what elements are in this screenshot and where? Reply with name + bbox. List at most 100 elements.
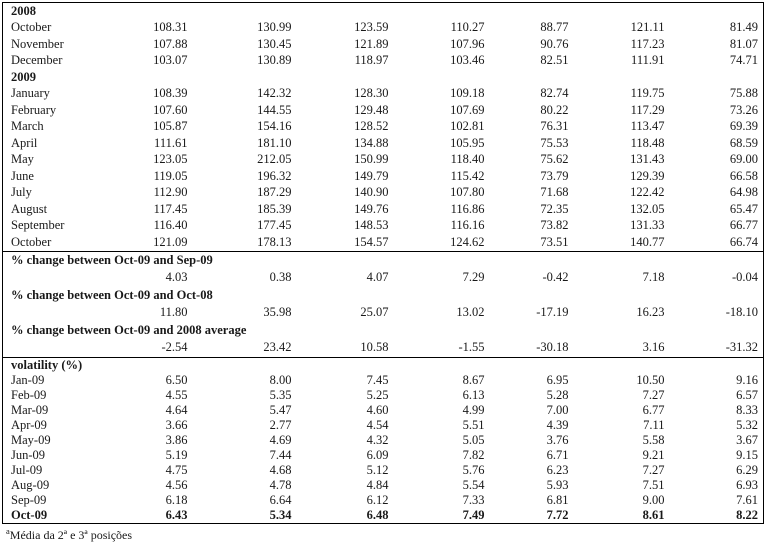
value-cell: 82.51 xyxy=(540,53,569,68)
volatility-data-row: Sep-09 6.18 6.64 6.12 7.33 6.81 9.00 7.61 xyxy=(3,493,764,508)
value-cell: 124.62 xyxy=(450,234,485,249)
row-label-cell: Aug-09 xyxy=(11,477,50,492)
row-label-cell: Jun-09 xyxy=(11,447,46,462)
value-cell: -31.32 xyxy=(725,340,758,355)
value-cell: 5.25 xyxy=(366,387,389,402)
value-cell: 117.23 xyxy=(630,36,665,51)
value-cell: 4.68 xyxy=(269,462,292,477)
value-cell: 8.61 xyxy=(642,507,665,522)
value-cell: 129.48 xyxy=(354,102,389,117)
value-cell: 150.99 xyxy=(354,152,389,167)
volatility-data-row: Apr-09 3.66 2.77 4.54 5.51 4.39 7.11 5.32 xyxy=(3,418,764,433)
value-cell: 16.23 xyxy=(636,305,665,320)
month-data-row: October 108.31 130.99 123.59 110.27 88.77 121.… xyxy=(3,20,764,37)
row-label-cell: % change between Oct-09 and 2008 average xyxy=(11,322,247,337)
value-cell: 154.16 xyxy=(257,119,292,134)
value-cell: 68.59 xyxy=(729,135,758,150)
month-data-row: August 117.45 185.39 149.76 116.86 72.35 132.0… xyxy=(3,201,764,218)
value-cell: 128.52 xyxy=(354,119,389,134)
value-cell: 88.77 xyxy=(540,20,569,35)
value-cell: 73.79 xyxy=(540,168,569,183)
row-label-cell: April xyxy=(11,135,38,150)
value-cell: 149.76 xyxy=(354,201,389,216)
value-cell: 7.00 xyxy=(546,402,569,417)
value-cell: 142.32 xyxy=(257,86,292,101)
month-data-row: May 123.05 212.05 150.99 118.40 75.62 131.43 69… xyxy=(3,152,764,169)
value-cell: 75.53 xyxy=(540,135,569,150)
value-cell: 66.77 xyxy=(729,218,758,233)
value-cell: 65.47 xyxy=(729,201,758,216)
volatility-data-row: Oct-09 6.43 5.34 6.48 7.49 7.72 8.61 8.22 xyxy=(3,508,764,524)
value-cell: 7.29 xyxy=(462,270,485,285)
value-cell: 7.44 xyxy=(269,447,292,462)
value-cell: 71.68 xyxy=(540,185,569,200)
value-cell: 113.47 xyxy=(630,119,665,134)
value-cell: 5.05 xyxy=(462,432,485,447)
value-cell: 7.27 xyxy=(642,387,665,402)
value-cell: 144.55 xyxy=(257,102,292,117)
value-cell: 134.88 xyxy=(354,135,389,150)
value-cell: 111.91 xyxy=(631,53,665,68)
value-cell: 7.45 xyxy=(366,372,389,387)
value-cell: 6.48 xyxy=(366,507,389,522)
value-cell: 117.45 xyxy=(153,201,188,216)
row-label-cell: August xyxy=(11,201,48,216)
volatility-data-row: Jul-09 4.75 4.68 5.12 5.76 6.23 7.27 6.29 xyxy=(3,463,764,478)
value-cell: 119.05 xyxy=(153,168,188,183)
row-label-cell: Feb-09 xyxy=(11,387,47,402)
value-cell: 4.32 xyxy=(366,432,389,447)
value-cell: 115.42 xyxy=(450,168,485,183)
value-cell: 25.07 xyxy=(360,305,389,320)
value-cell: -0.42 xyxy=(542,270,569,285)
value-cell: 116.16 xyxy=(450,218,485,233)
value-cell: 9.00 xyxy=(642,492,665,507)
value-cell: 9.21 xyxy=(642,447,665,462)
value-cell: 107.80 xyxy=(450,185,485,200)
value-cell: 105.95 xyxy=(450,135,485,150)
year-header-row: 2008 xyxy=(3,3,764,20)
value-cell: 7.72 xyxy=(546,507,569,522)
row-label-cell: 2009 xyxy=(11,69,36,84)
row-label-cell: Mar-09 xyxy=(11,402,49,417)
value-cell: 74.71 xyxy=(729,53,758,68)
value-cell: 5.12 xyxy=(366,462,389,477)
row-label-cell: January xyxy=(11,86,50,101)
value-cell: 110.27 xyxy=(450,20,485,35)
year-header-row: 2009 xyxy=(3,69,764,86)
value-cell: 3.66 xyxy=(165,417,188,432)
value-cell: 116.40 xyxy=(153,218,188,233)
value-cell: 4.78 xyxy=(269,477,292,492)
row-label-cell: July xyxy=(11,185,32,200)
value-cell: 75.62 xyxy=(540,152,569,167)
value-cell: 132.05 xyxy=(630,201,665,216)
value-cell: 196.32 xyxy=(257,168,292,183)
value-cell: 6.18 xyxy=(165,492,188,507)
row-label-cell: March xyxy=(11,119,44,134)
value-cell: 5.32 xyxy=(736,417,758,432)
row-label-cell xyxy=(3,269,123,287)
footnote-marker: a xyxy=(6,525,10,536)
value-cell: -17.19 xyxy=(536,305,569,320)
value-cell: 128.30 xyxy=(354,86,389,101)
value-cell: 118.97 xyxy=(354,53,389,68)
value-cell: 0.38 xyxy=(269,270,292,285)
value-cell: 4.60 xyxy=(366,402,389,417)
volatility-header-row: volatility (%) xyxy=(2,356,764,373)
value-cell: 3.76 xyxy=(546,432,569,447)
value-cell: 4.54 xyxy=(366,417,389,432)
value-cell: 212.05 xyxy=(257,152,292,167)
value-cell: 187.29 xyxy=(257,185,292,200)
value-cell: 6.77 xyxy=(642,402,665,417)
row-label-cell: % change between Oct-09 and Oct-08 xyxy=(11,287,213,302)
value-cell: 111.61 xyxy=(154,135,188,150)
value-cell: 123.59 xyxy=(354,20,389,35)
value-cell: 107.96 xyxy=(450,36,485,51)
value-cell: 129.39 xyxy=(630,168,665,183)
value-cell: 7.61 xyxy=(736,492,758,507)
month-data-row: July 112.90 187.29 140.90 107.80 71.68 122.42 6… xyxy=(3,185,764,202)
value-cell: 121.11 xyxy=(630,20,665,35)
value-cell: 7.49 xyxy=(462,507,485,522)
value-cell: 76.31 xyxy=(540,119,569,134)
month-data-row: September 116.40 177.45 148.53 116.16 73.82 13… xyxy=(3,218,764,235)
value-cell: 102.81 xyxy=(450,119,485,134)
